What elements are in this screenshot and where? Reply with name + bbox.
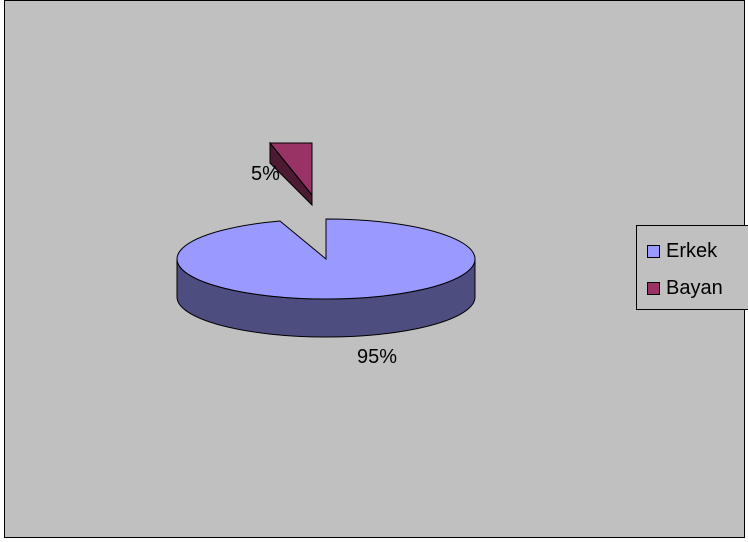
data-label-bayan: 5% <box>251 163 280 185</box>
data-label-erkek: 95% <box>357 346 398 368</box>
legend-swatch-erkek <box>647 244 660 258</box>
legend-label-erkek: Erkek <box>666 239 718 262</box>
pie-slice-erkek <box>176 218 476 300</box>
legend-label-bayan: Bayan <box>666 276 723 299</box>
legend: Erkek Bayan <box>636 225 748 310</box>
pie-slice-bayan <box>268 142 313 197</box>
pie-chart <box>176 141 476 338</box>
legend-swatch-bayan <box>647 281 660 295</box>
legend-item-erkek: Erkek <box>647 239 717 263</box>
legend-item-bayan: Bayan <box>647 276 723 300</box>
chart-area: 5% 95% <box>4 0 745 538</box>
